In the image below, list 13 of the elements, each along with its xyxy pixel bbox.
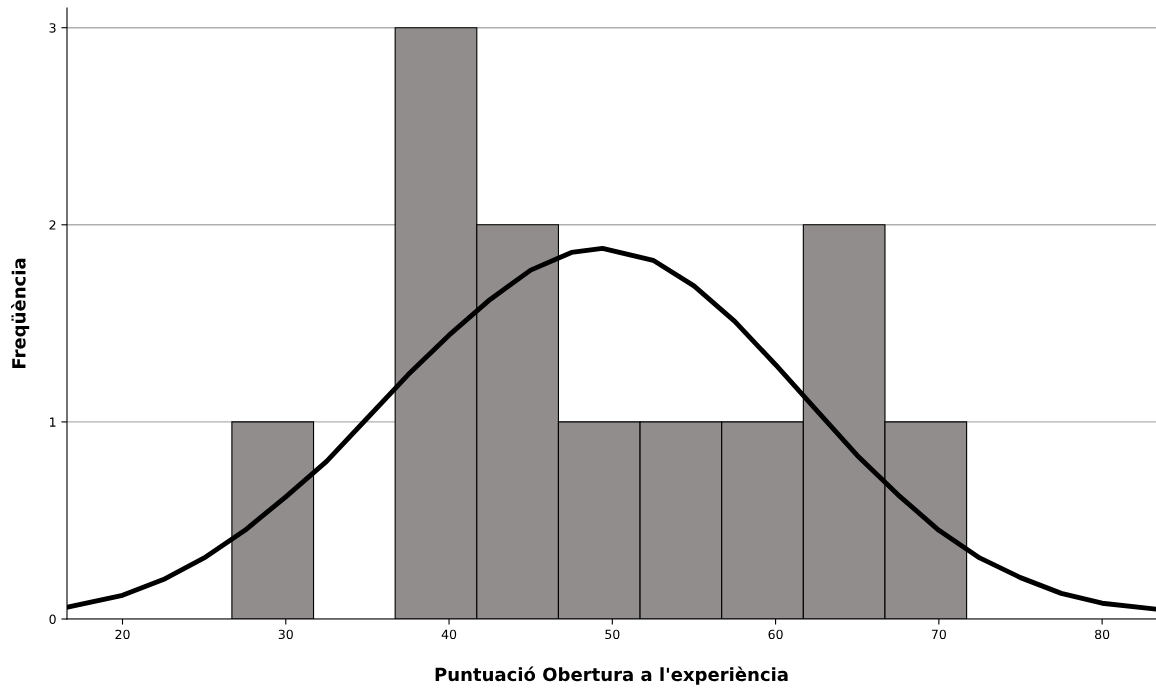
x-tick-label: 60 bbox=[768, 629, 783, 640]
y-tick-label: 0 bbox=[49, 614, 56, 624]
y-tick-label: 1 bbox=[50, 417, 56, 427]
x-axis-title: Puntuació Obertura a l'experiència bbox=[435, 666, 788, 685]
x-tick-label: 70 bbox=[931, 629, 946, 640]
y-tick-label: 2 bbox=[49, 220, 56, 230]
x-tick-label: 30 bbox=[278, 629, 293, 640]
y-tick-label: 3 bbox=[49, 23, 56, 33]
x-tick-label: 40 bbox=[441, 629, 457, 640]
x-tick-label: 50 bbox=[605, 629, 620, 640]
y-axis-title: Freqüència bbox=[10, 258, 30, 368]
x-tick-label: 80 bbox=[1095, 629, 1110, 640]
x-tick-label: 20 bbox=[115, 629, 130, 640]
